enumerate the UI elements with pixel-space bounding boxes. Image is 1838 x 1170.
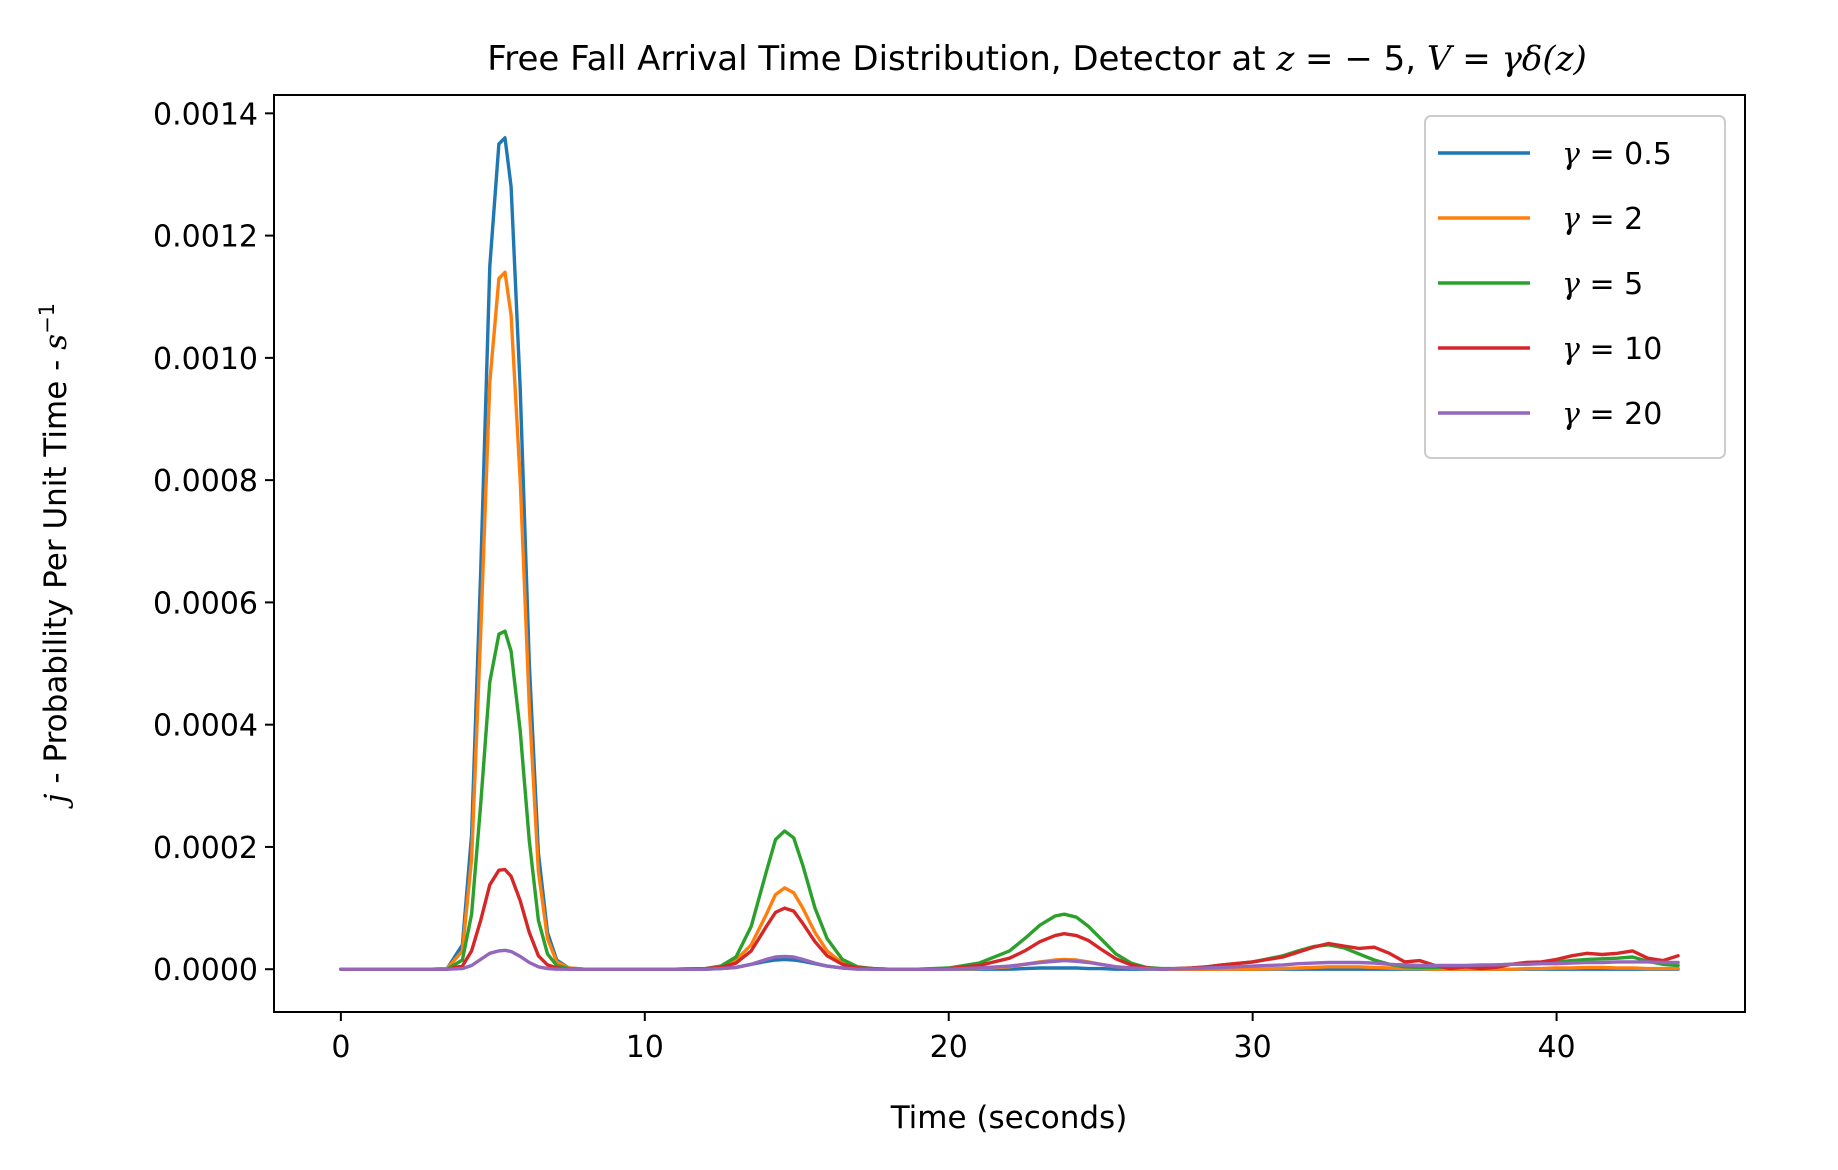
y-tick-label: 0.0014 [153,97,258,132]
legend-label-4: γ = 10 [1562,332,1662,367]
y-tick-label: 0.0010 [153,342,258,377]
chart-title: Free Fall Arrival Time Distribution, Det… [487,39,1587,79]
y-tick-label: 0.0002 [153,831,258,866]
y-tick-label: 0.0008 [153,464,258,499]
legend-label-5: γ = 20 [1562,397,1662,432]
y-tick-label: 0.0006 [153,586,258,621]
y-tick-label: 0.0012 [153,220,258,255]
legend-box [1424,115,1726,459]
y-axis-label: j - Probability Per Unit Time - s−1 [35,303,74,809]
x-axis-label: Time (seconds) [890,1100,1128,1136]
x-tick-label: 20 [930,1030,968,1065]
legend-label-1: γ = 0.5 [1562,137,1672,172]
series-layer [339,136,1680,971]
y-axis-ticks: 0.0000 0.0002 0.0004 0.0006 0.0008 0.0010 0.00… [153,97,274,988]
legend-label-3: γ = 5 [1562,267,1643,302]
x-tick-label: 0 [331,1030,350,1065]
x-tick-label: 40 [1537,1030,1575,1065]
y-tick-label: 0.0004 [153,709,258,744]
axes-frame [273,94,1746,1013]
x-axis-ticks: 0 10 20 30 40 [331,1012,1576,1065]
x-tick-label: 30 [1234,1030,1272,1065]
y-tick-label: 0.0000 [153,953,258,988]
plot-area [273,94,1746,1013]
legend-label-2: γ = 2 [1562,202,1643,237]
series-line-5 [339,948,1680,971]
legend: γ = 0.5 γ = 2 γ = 5 γ = 10 γ = 20 [1424,115,1726,459]
x-tick-label: 10 [626,1030,664,1065]
